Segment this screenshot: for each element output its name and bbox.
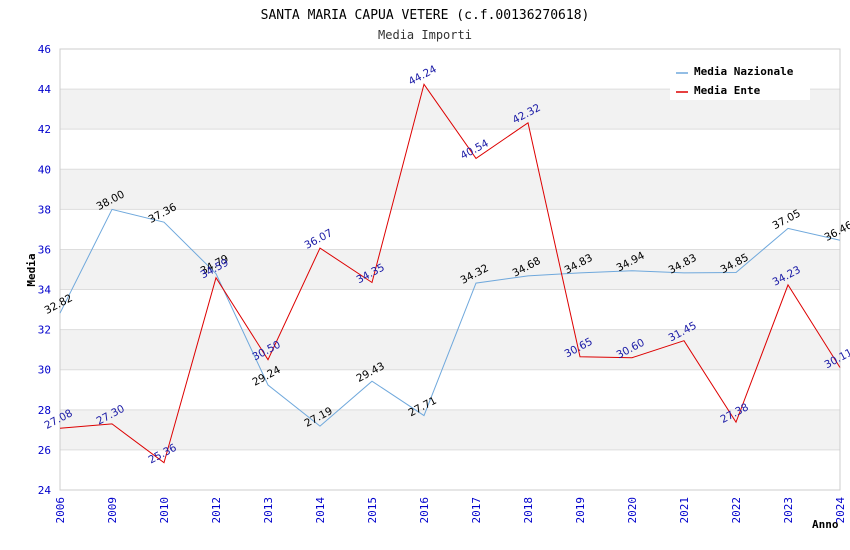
x-tick-label: 2017 <box>470 497 483 524</box>
chart-title: SANTA MARIA CAPUA VETERE (c.f.0013627061… <box>261 8 590 23</box>
x-tick-label: 2010 <box>158 497 171 524</box>
x-tick-label: 2024 <box>834 497 847 524</box>
x-tick-label: 2022 <box>730 497 743 524</box>
x-tick-label: 2009 <box>106 497 119 524</box>
y-tick-label: 26 <box>38 444 51 457</box>
y-axis-ticks: 24 26 28 30 32 34 36 38 40 42 44 46 <box>38 43 52 497</box>
data-label-ente: 44.24 <box>407 63 439 88</box>
series-line-media-nazionale <box>59 208 841 427</box>
x-tick-label: 2016 <box>418 497 431 524</box>
data-label-nazionale: 36.46 <box>823 219 850 244</box>
x-tick-label: 2006 <box>54 497 67 524</box>
chart-subtitle: Media Importi <box>378 28 472 42</box>
y-tick-label: 32 <box>38 324 51 337</box>
x-axis-label: Anno <box>812 518 839 531</box>
y-tick-label: 42 <box>38 123 51 136</box>
series-lines <box>59 83 841 464</box>
legend-label: Media Nazionale <box>694 65 794 78</box>
x-tick-label: 2020 <box>626 497 639 524</box>
y-tick-label: 46 <box>38 43 51 56</box>
y-tick-label: 38 <box>38 203 51 216</box>
x-axis-ticks: 2006 2009 2010 2012 2013 2014 2015 2016 2017 2018… <box>54 497 847 524</box>
legend-label: Media Ente <box>694 84 761 97</box>
legend: Media Nazionale Media Ente <box>670 59 810 100</box>
series-line-media-ente <box>59 83 841 464</box>
x-tick-label: 2023 <box>782 497 795 524</box>
y-tick-label: 40 <box>38 163 51 176</box>
x-tick-label: 2015 <box>366 497 379 524</box>
x-tick-label: 2014 <box>314 497 327 524</box>
y-tick-label: 34 <box>38 284 52 297</box>
y-tick-label: 30 <box>38 364 51 377</box>
x-tick-label: 2012 <box>210 497 223 524</box>
grid-band <box>60 169 840 210</box>
x-tick-label: 2013 <box>262 497 275 524</box>
grid-band <box>60 409 840 450</box>
x-tick-label: 2021 <box>678 497 691 524</box>
y-tick-label: 28 <box>38 404 51 417</box>
y-axis-label: Media <box>25 253 38 286</box>
plot-frame <box>59 48 841 491</box>
data-label-nazionale: 37.05 <box>771 207 803 232</box>
y-tick-label: 24 <box>38 484 52 497</box>
x-tick-label: 2018 <box>522 497 535 524</box>
data-label-ente: 36.07 <box>303 227 335 252</box>
x-tick-label: 2019 <box>574 497 587 524</box>
legend-box <box>670 59 810 100</box>
y-tick-label: 44 <box>38 83 52 96</box>
grid-band <box>60 249 840 290</box>
y-tick-label: 36 <box>38 243 51 256</box>
